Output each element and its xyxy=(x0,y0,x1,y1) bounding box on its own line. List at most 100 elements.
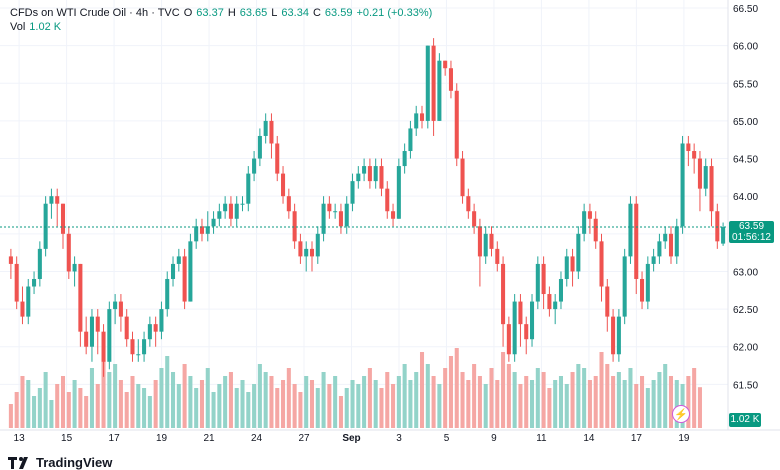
candle-body xyxy=(298,241,303,257)
volume-bar xyxy=(338,396,343,428)
candle-body xyxy=(674,226,679,257)
volume-bar xyxy=(37,388,42,428)
candle-body xyxy=(518,301,523,325)
volume-bar xyxy=(275,388,280,428)
last-price-value: 63.59 xyxy=(738,221,765,233)
volume-bar xyxy=(402,364,407,428)
candle-body xyxy=(640,278,645,302)
candle-body xyxy=(194,226,199,242)
volume-bar xyxy=(89,368,94,428)
brand-logo[interactable]: TradingView xyxy=(8,455,112,470)
candle-body xyxy=(477,226,482,257)
candle-body xyxy=(362,166,367,174)
candle-body xyxy=(680,143,685,227)
symbol-title[interactable]: CFDs on WTI Crude Oil · 4h · TVC xyxy=(10,7,180,19)
volume-bar xyxy=(344,388,349,428)
volume-bar xyxy=(304,376,309,428)
candle-body xyxy=(396,166,401,219)
low-label: L xyxy=(271,7,278,19)
volume-bar xyxy=(443,368,448,428)
candle-body xyxy=(37,248,42,279)
lightning-icon[interactable]: ⚡ xyxy=(672,405,690,423)
candle-body xyxy=(344,203,349,227)
time-tick-label: 14 xyxy=(583,433,595,444)
volume-bar xyxy=(558,376,564,428)
candle-body xyxy=(153,324,158,332)
volume-label[interactable]: Vol xyxy=(10,21,26,33)
open-value: 63.37 xyxy=(196,7,224,19)
time-tick-label: 19 xyxy=(678,433,690,444)
candle-body xyxy=(657,241,662,257)
last-price-tag: 63.59 01:56:12 xyxy=(729,221,774,244)
volume-bar xyxy=(223,376,228,428)
volume-bar xyxy=(142,388,147,428)
candle-body xyxy=(472,211,477,227)
time-tick-label: 3 xyxy=(396,433,402,444)
candle-body xyxy=(611,316,616,355)
candle-body xyxy=(616,316,621,355)
volume-bar xyxy=(147,396,152,428)
volume-bar xyxy=(448,356,453,428)
candle-body xyxy=(263,120,268,136)
close-value: 63.59 xyxy=(324,7,353,19)
price-axis[interactable]: 66.5066.0065.5065.0064.5064.0063.5063.00… xyxy=(733,4,758,391)
change-value: +0.21 (+0.33%) xyxy=(356,7,433,19)
volume-bars xyxy=(8,348,702,428)
candle-body xyxy=(182,256,187,302)
volume-bar xyxy=(101,360,106,428)
candle-body xyxy=(89,316,94,347)
candle-body xyxy=(373,166,378,182)
candle-body xyxy=(113,301,118,310)
volume-bar xyxy=(634,384,639,428)
volume-bar xyxy=(651,380,656,428)
price-tick-label: 62.00 xyxy=(733,343,758,354)
volume-bar xyxy=(466,380,471,428)
candle-body xyxy=(292,211,297,242)
volume-bar xyxy=(269,376,274,428)
price-candles xyxy=(8,38,726,377)
candle-body xyxy=(72,263,77,272)
volume-bar xyxy=(593,376,598,428)
volume-bar xyxy=(495,380,500,428)
volume-bar xyxy=(107,372,112,428)
candle-body xyxy=(60,203,66,234)
volume-bar xyxy=(20,376,25,428)
volume-bar xyxy=(541,372,546,428)
volume-bar xyxy=(188,376,193,428)
candle-body xyxy=(529,301,535,340)
price-tick-label: 61.50 xyxy=(733,380,758,391)
volume-bar xyxy=(118,380,123,428)
volume-bar xyxy=(356,384,361,428)
time-axis[interactable]: 13 15 17 19 21 24 27 Sep 3 5 9 11 14 17 19 xyxy=(14,433,690,444)
candle-body xyxy=(582,211,587,234)
time-tick-label: 24 xyxy=(251,433,263,444)
volume-bar xyxy=(234,388,239,428)
volume-value: 1.02 K xyxy=(29,21,62,33)
volume-bar xyxy=(333,376,338,428)
candle-body xyxy=(43,203,48,249)
candle-body xyxy=(391,211,396,219)
candle-body xyxy=(367,166,372,182)
candle-body xyxy=(576,233,581,272)
volume-bar xyxy=(425,364,430,428)
volume-bar xyxy=(246,392,251,428)
candle-body xyxy=(692,151,697,159)
candle-body xyxy=(228,203,233,219)
volume-bar xyxy=(391,384,396,428)
candle-body xyxy=(570,256,575,272)
candle-body xyxy=(454,90,459,159)
price-tick-label: 64.00 xyxy=(733,192,758,203)
candle-body xyxy=(599,241,604,287)
volume-bar xyxy=(611,376,616,428)
volume-bar xyxy=(645,388,650,428)
candle-body xyxy=(199,226,205,234)
volume-bar xyxy=(477,376,482,428)
volume-bar xyxy=(165,356,170,428)
candle-body xyxy=(223,203,228,212)
time-tick-label: 17 xyxy=(631,433,643,444)
volume-bar xyxy=(8,404,13,428)
time-tick-label: 11 xyxy=(536,433,547,444)
volume-bar xyxy=(136,384,141,428)
candle-body xyxy=(124,316,129,340)
